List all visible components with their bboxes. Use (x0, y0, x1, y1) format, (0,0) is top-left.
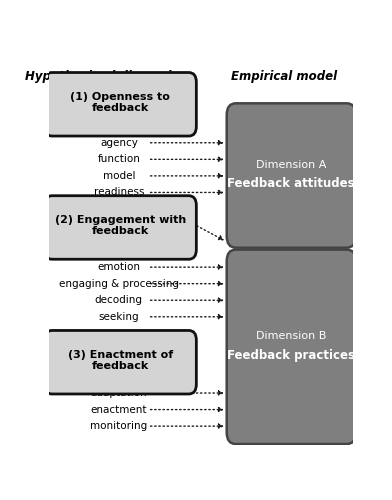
Text: adaptation: adaptation (91, 388, 147, 398)
FancyBboxPatch shape (44, 330, 196, 394)
Text: appraisal: appraisal (95, 246, 143, 256)
Text: Feedback attitudes: Feedback attitudes (227, 178, 355, 190)
Text: Dimension A: Dimension A (256, 160, 327, 170)
Text: seeking: seeking (98, 312, 139, 322)
Text: Dimension B: Dimension B (256, 331, 327, 341)
Text: enactment: enactment (91, 404, 147, 414)
FancyBboxPatch shape (227, 250, 356, 444)
Text: Hypothesized dimensions: Hypothesized dimensions (25, 70, 195, 82)
Text: Empirical model: Empirical model (231, 70, 338, 82)
Text: function: function (98, 154, 140, 164)
Text: monitoring: monitoring (90, 421, 147, 431)
FancyBboxPatch shape (44, 196, 196, 259)
Text: agency: agency (100, 138, 138, 148)
FancyBboxPatch shape (44, 72, 196, 136)
Text: (1) Openness to
feedback: (1) Openness to feedback (71, 92, 171, 113)
Text: Feedback practices: Feedback practices (227, 349, 355, 362)
Text: model: model (103, 171, 135, 181)
FancyBboxPatch shape (227, 104, 356, 248)
Text: decoding: decoding (95, 295, 143, 305)
Text: readiness: readiness (94, 188, 144, 198)
Text: (2) Engagement with
feedback: (2) Engagement with feedback (55, 215, 186, 236)
Text: (3) Enactment of
feedback: (3) Enactment of feedback (68, 350, 173, 371)
Text: engaging & processing: engaging & processing (59, 278, 179, 288)
Text: emotion: emotion (97, 262, 140, 272)
